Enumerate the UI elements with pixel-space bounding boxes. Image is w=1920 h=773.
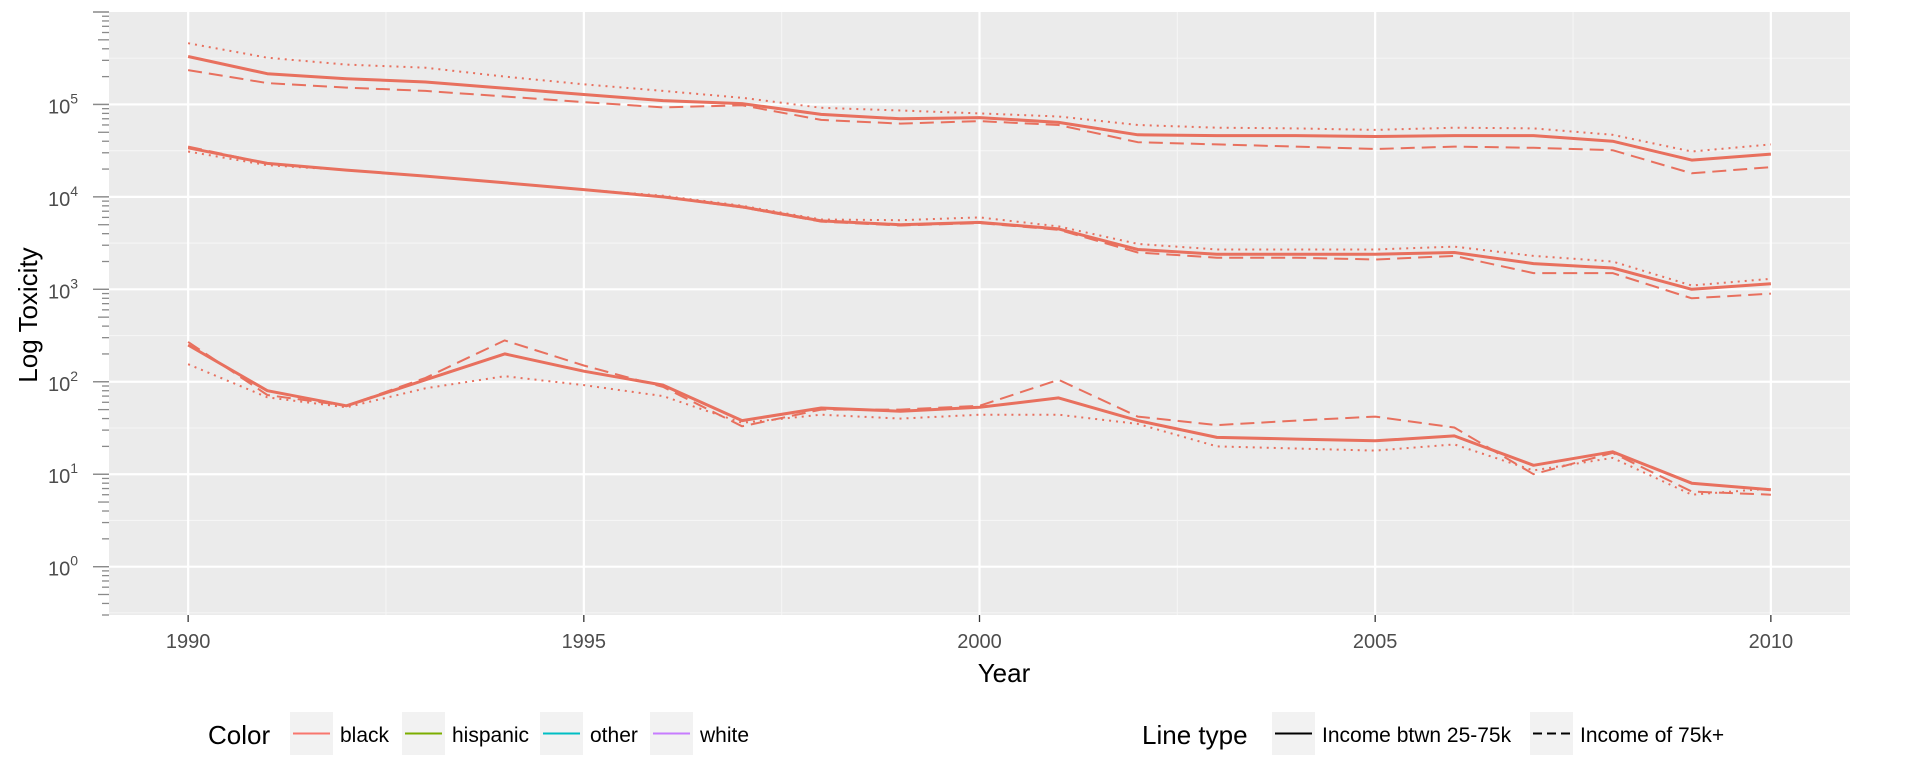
x-tick-label: 1995 [562,631,607,653]
y-tick-label: 101 [48,460,78,488]
x-axis-title: Year [978,658,1031,688]
legend-linetype-label: Income btwn 25-75k [1322,724,1512,747]
series-line-6 [187,343,1772,492]
series-line-2 [187,42,1771,153]
series-line-8 [187,363,1771,496]
legend-color-title: Color [208,720,270,750]
x-tick-label: 2000 [957,631,1002,653]
y-tick-label: 102 [48,368,78,396]
series-line-1 [187,69,1771,175]
y-tick-label: 100 [48,553,78,581]
y-tick-label: 105 [48,90,78,118]
series-layer [187,42,1772,496]
y-axis-title: Log Toxicity [13,247,43,382]
legend-color-label: hispanic [452,724,529,747]
legend-linetype-title: Line type [1142,720,1248,750]
x-axis: 1990 1995 2000 2005 2010 [166,615,1793,653]
legend-color-label: white [699,724,749,747]
x-tick-label: 1990 [166,631,211,653]
y-tick-label: 104 [48,183,78,211]
x-tick-label: 2005 [1353,631,1398,653]
y-minor-ticks [93,11,109,616]
legend-linetype: Line type Income btwn 25-75k Income of 75… [1142,712,1724,755]
legend-color: Color black hispanic other white [208,712,749,755]
series-line-0 [187,55,1772,162]
legend-color-label: black [340,724,390,747]
legend-linetype-label: Income of 75k+ [1580,724,1724,747]
series-line-7 [187,339,1771,496]
legend-color-label: other [590,724,638,747]
y-tick-label: 103 [48,275,78,303]
grid-major [109,12,1850,615]
y-axis: 100 101 102 103 104 105 [48,90,78,580]
x-tick-label: 2010 [1749,631,1794,653]
series-line-4 [187,145,1771,300]
series-line-3 [187,146,1772,291]
